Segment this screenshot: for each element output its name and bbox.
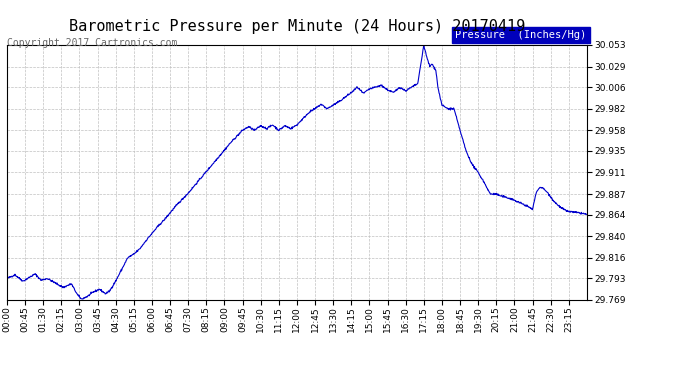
Text: Pressure  (Inches/Hg): Pressure (Inches/Hg) [455,30,586,40]
Text: Copyright 2017 Cartronics.com: Copyright 2017 Cartronics.com [7,38,177,48]
Text: Barometric Pressure per Minute (24 Hours) 20170419: Barometric Pressure per Minute (24 Hours… [68,19,525,34]
